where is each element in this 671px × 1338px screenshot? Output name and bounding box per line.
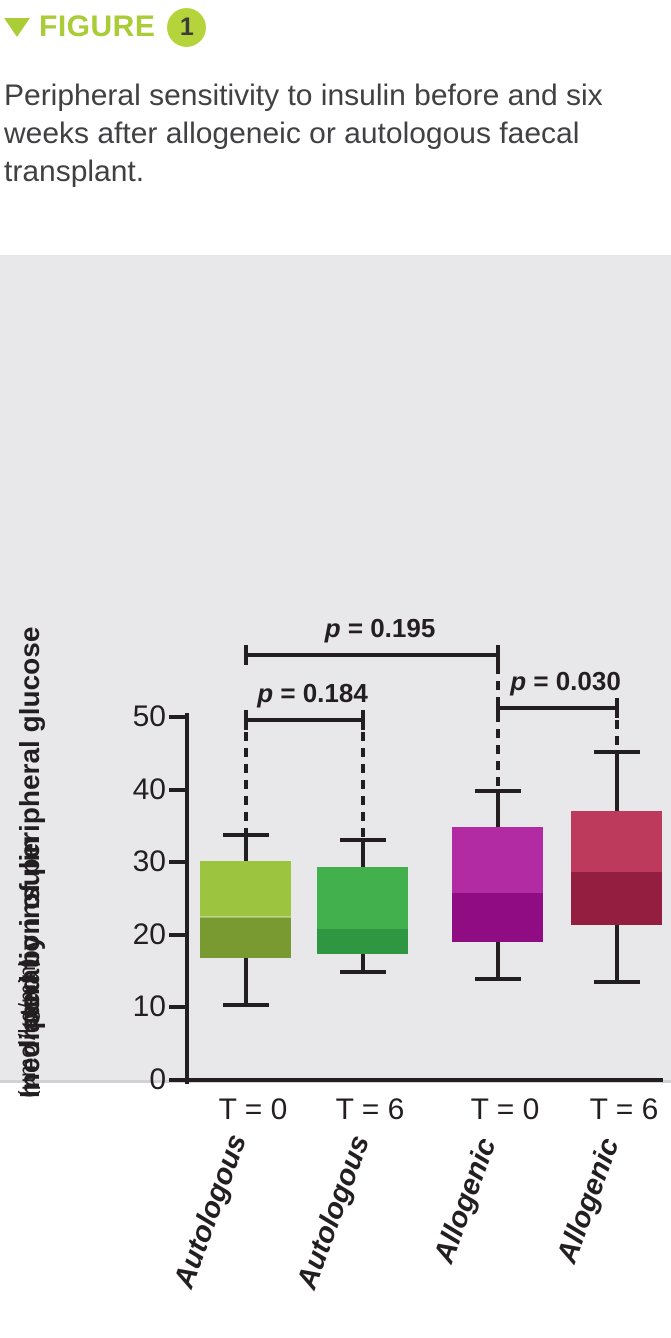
y-axis-tick [169,1078,185,1082]
whisker-top-line [244,835,248,861]
whisker-top-cap [475,789,521,793]
y-axis-tick-label: 0 [82,1065,166,1095]
comparison-bracket-line [244,653,500,657]
whisker-top-cap [340,838,386,842]
chart-panel: Incorporation of peripheral glucose medi… [0,255,671,1083]
figure-number-badge: 1 [167,8,206,47]
box-lower-quartile [200,917,291,958]
y-axis-unit: (µmol/kg/min) [12,958,42,1098]
y-axis-tick-label: 40 [82,775,166,805]
whisker-bottom-cap [475,977,521,981]
y-axis-tick [169,860,185,864]
group-label: Allogenic [429,1134,502,1267]
bracket-connector-dashed [615,720,619,752]
y-axis-tick-label: 50 [82,702,166,732]
group-label: Allogenic [552,1134,625,1267]
box-upper-quartile [200,861,291,917]
figure-header: FIGURE 1 [4,6,206,48]
whisker-bottom-line [496,942,500,979]
box-upper-quartile [571,811,662,872]
p-value-label: p = 0.030 [456,666,671,696]
whisker-bottom-cap [594,980,640,984]
x-axis-tick-label: T = 0 [445,1095,565,1125]
whisker-top-line [615,752,619,811]
y-axis-tick [169,933,185,937]
box-lower-quartile [452,893,543,942]
group-label: Autologous [169,1130,252,1292]
group-label: Autologous [292,1131,375,1293]
y-axis-line [185,713,189,1084]
whisker-bottom-cap [340,970,386,974]
whisker-bottom-line [244,958,248,1005]
whisker-top-line [496,791,500,827]
p-value-label: p = 0.195 [270,613,490,643]
figure-caption: Peripheral sensitivity to insulin before… [4,77,654,191]
comparison-bracket-cap [496,645,500,665]
x-axis-tick-label: T = 6 [310,1095,430,1125]
box-upper-quartile [452,827,543,893]
y-axis-tick-label: 20 [82,920,166,950]
comparison-bracket-cap [244,710,248,730]
y-axis-tick [169,788,185,792]
boxplot-chart: Incorporation of peripheral glucose medi… [0,255,671,1338]
whisker-top-line [361,840,365,867]
comparison-bracket-cap [361,710,365,730]
whisker-bottom-line [615,925,619,982]
y-axis-tick-label: 30 [82,847,166,877]
x-axis-tick-label: T = 6 [564,1095,671,1125]
bracket-connector-dashed [361,732,365,840]
box-upper-quartile [317,867,408,929]
figure-label: FIGURE [39,10,155,44]
triangle-down-icon [4,18,30,37]
comparison-bracket-line [496,706,619,710]
comparison-bracket-cap [496,698,500,718]
whisker-top-cap [594,750,640,754]
x-axis-line [185,1078,663,1082]
median-line [200,916,291,918]
y-axis-tick [169,715,185,719]
x-axis-tick-label: T = 0 [193,1095,313,1125]
comparison-bracket-line [244,718,365,722]
whisker-bottom-cap [223,1003,269,1007]
box-lower-quartile [317,929,408,954]
y-axis-tick-label: 10 [82,992,166,1022]
y-axis-tick [169,1005,185,1009]
comparison-bracket-cap [615,698,619,718]
p-value-label: p = 0.184 [203,678,423,708]
comparison-bracket-cap [244,645,248,665]
box-lower-quartile [571,872,662,925]
whisker-top-cap [223,833,269,837]
bracket-connector-dashed [244,732,248,835]
